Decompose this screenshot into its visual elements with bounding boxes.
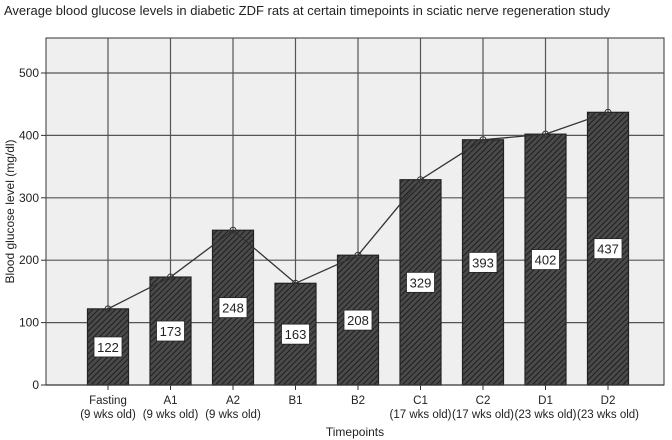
trend-point: [542, 130, 549, 138]
data-label-box: [593, 238, 623, 260]
data-label: 402: [535, 253, 557, 268]
trend-point: [604, 108, 612, 116]
y-axis-label: Blood glucose level (mg/dl): [3, 139, 17, 283]
y-tick-label: 300: [19, 191, 39, 205]
x-tick-label: A1: [163, 395, 177, 407]
y-tick-label: 400: [19, 128, 39, 142]
x-tick-label: A2: [226, 395, 240, 407]
x-tick-sublabel: (9 wks old): [205, 409, 261, 421]
y-tick-label: 100: [19, 316, 39, 330]
x-tick-sublabel: (17 wks old): [452, 409, 514, 421]
trend-point: [104, 305, 112, 313]
x-tick-sublabel: (9 wks old): [80, 409, 136, 421]
x-tick-sublabel: (17 wks old): [390, 409, 452, 421]
x-tick-sublabel: (9 wks old): [143, 409, 199, 421]
data-label-box: [468, 251, 498, 273]
data-label: 248: [222, 301, 244, 316]
x-tick-label: C1: [413, 395, 428, 407]
data-label: 173: [160, 324, 182, 339]
chart-title: Average blood glucose levels in diabetic…: [4, 3, 611, 18]
y-tick-label: 500: [19, 66, 39, 80]
x-tick-sublabel: (23 wks old): [515, 409, 577, 421]
trend-point: [292, 279, 299, 287]
data-label: 163: [285, 327, 307, 342]
data-label: 122: [97, 340, 119, 355]
data-label: 393: [472, 255, 494, 270]
x-tick-sublabel: (23 wks old): [577, 409, 639, 421]
data-label: 329: [410, 275, 432, 290]
x-tick-label: D2: [601, 395, 616, 407]
data-label-box: [406, 271, 435, 293]
trend-line: [107, 111, 609, 310]
x-tick-label: D1: [538, 395, 553, 407]
data-label-box: [218, 297, 248, 319]
y-tick-label: 200: [19, 253, 39, 267]
data-label-box: [156, 320, 185, 342]
trend-point: [417, 176, 424, 184]
trend-point: [229, 226, 237, 234]
data-label: 208: [347, 313, 369, 328]
data-label-box: [531, 249, 560, 270]
trend-point: [479, 136, 487, 144]
x-axis-label: Timepoints: [326, 425, 384, 439]
data-label-box: [93, 336, 123, 358]
trend-point: [167, 273, 174, 281]
trend-point: [354, 251, 362, 259]
y-tick-label: 0: [32, 378, 39, 392]
x-tick-label: B2: [351, 395, 365, 407]
x-tick-label: C2: [476, 395, 491, 407]
data-label-box: [343, 309, 373, 331]
data-label-box: [281, 323, 310, 345]
data-label: 437: [597, 242, 619, 257]
x-tick-label: B1: [288, 395, 302, 407]
x-tick-label: Fasting: [89, 395, 127, 407]
